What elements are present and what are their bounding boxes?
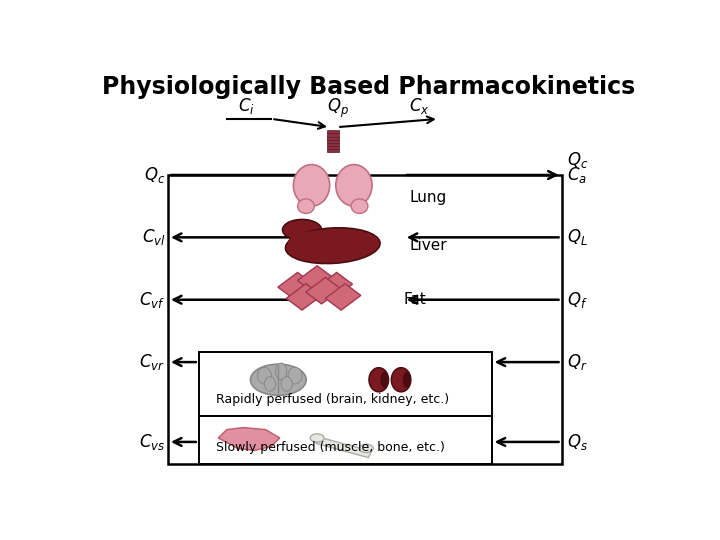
Text: Liver: Liver xyxy=(410,238,447,253)
Text: $C_{vs}$: $C_{vs}$ xyxy=(139,432,166,452)
Bar xyxy=(287,284,322,310)
Ellipse shape xyxy=(264,377,276,391)
Text: $Q_L$: $Q_L$ xyxy=(567,227,588,247)
Ellipse shape xyxy=(403,373,410,387)
Text: Lung: Lung xyxy=(410,191,446,205)
Text: $C_{vf}$: $C_{vf}$ xyxy=(139,290,166,310)
Ellipse shape xyxy=(276,363,287,380)
Polygon shape xyxy=(218,428,280,450)
Bar xyxy=(199,352,492,416)
Text: $Q_p$: $Q_p$ xyxy=(328,97,349,120)
Bar xyxy=(168,175,562,464)
Ellipse shape xyxy=(351,199,368,213)
Text: $Q_c$: $Q_c$ xyxy=(567,151,588,171)
Bar xyxy=(327,149,339,152)
Text: $Q_f$: $Q_f$ xyxy=(567,290,588,310)
Ellipse shape xyxy=(359,444,373,453)
Ellipse shape xyxy=(281,377,292,391)
Bar xyxy=(327,130,339,133)
Text: $C_a$: $C_a$ xyxy=(567,165,587,185)
Ellipse shape xyxy=(336,165,372,206)
Bar xyxy=(325,284,361,310)
Bar xyxy=(199,416,492,464)
Text: $Q_c$: $Q_c$ xyxy=(144,165,166,185)
Bar xyxy=(327,146,339,149)
Ellipse shape xyxy=(258,367,271,384)
Ellipse shape xyxy=(251,364,306,395)
Text: $C_x$: $C_x$ xyxy=(409,96,430,116)
Text: $Q_s$: $Q_s$ xyxy=(567,432,588,452)
Ellipse shape xyxy=(392,368,411,392)
Bar xyxy=(316,437,372,457)
Text: Physiologically Based Pharmacokinetics: Physiologically Based Pharmacokinetics xyxy=(102,75,636,99)
Text: $C_i$: $C_i$ xyxy=(238,96,255,116)
Bar xyxy=(327,133,339,137)
Text: Slowly perfused (muscle, bone, etc.): Slowly perfused (muscle, bone, etc.) xyxy=(215,441,444,454)
Ellipse shape xyxy=(288,230,366,253)
Ellipse shape xyxy=(381,373,387,387)
Bar xyxy=(327,136,339,140)
Ellipse shape xyxy=(285,228,380,264)
Bar xyxy=(327,139,339,143)
Bar xyxy=(297,266,333,292)
Ellipse shape xyxy=(288,367,302,384)
Bar xyxy=(278,273,313,299)
Ellipse shape xyxy=(293,165,330,206)
Ellipse shape xyxy=(297,199,315,213)
Text: $C_{vl}$: $C_{vl}$ xyxy=(142,227,166,247)
Text: $C_{vr}$: $C_{vr}$ xyxy=(140,352,166,372)
Text: $Q_r$: $Q_r$ xyxy=(567,352,588,372)
Ellipse shape xyxy=(282,219,322,240)
Bar xyxy=(306,278,341,304)
Bar xyxy=(327,143,339,146)
Bar xyxy=(317,273,353,299)
Text: Fat: Fat xyxy=(404,292,427,307)
Ellipse shape xyxy=(369,368,389,392)
Text: Rapidly perfused (brain, kidney, etc.): Rapidly perfused (brain, kidney, etc.) xyxy=(215,393,449,406)
Ellipse shape xyxy=(310,434,324,442)
